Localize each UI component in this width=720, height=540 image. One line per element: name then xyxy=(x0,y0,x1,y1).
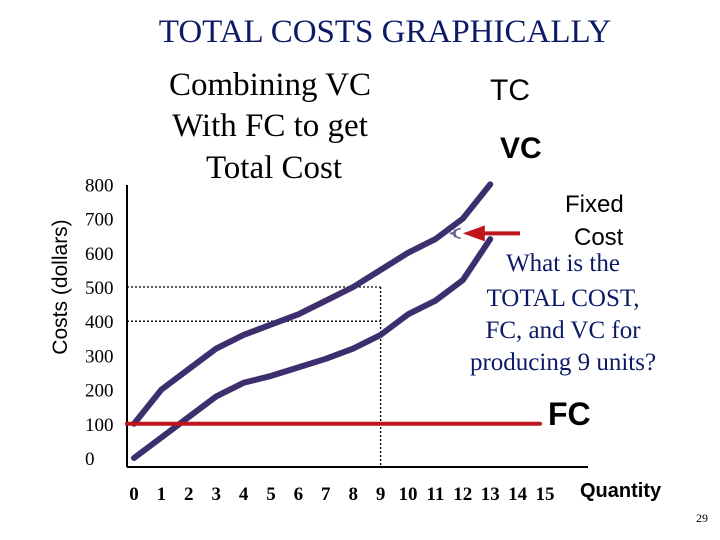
y-axis-label: Costs (dollars) xyxy=(49,219,72,354)
series-lines xyxy=(125,181,542,461)
question-line-2: TOTAL COST, xyxy=(486,285,639,312)
x-tick-label: 5 xyxy=(266,484,276,505)
subtitle: Combining VC With FC to get Total Cost xyxy=(169,67,371,186)
x-tick-label: 6 xyxy=(294,484,304,505)
fixed-cost-annotation: Fixed Cost xyxy=(449,191,624,251)
series-line-tc xyxy=(131,181,494,427)
x-tick-label: 2 xyxy=(184,484,194,505)
fixed-cost-label-line-1: Fixed xyxy=(565,191,624,218)
x-tick-label: 10 xyxy=(399,484,418,505)
question-line-4: producing 9 units? xyxy=(470,349,656,376)
series-label-fc: FC xyxy=(548,396,591,432)
fixed-cost-arrowhead xyxy=(462,225,485,242)
fixed-cost-label-line-2: Cost xyxy=(574,224,624,251)
x-tick-label: 9 xyxy=(376,484,386,505)
x-tick-label: 11 xyxy=(426,484,444,505)
chart-title: TOTAL COSTS GRAPHICALLY xyxy=(159,14,611,50)
guide-lines xyxy=(127,286,382,467)
x-tick-label: 14 xyxy=(508,484,528,505)
series-label-tc: TC xyxy=(490,74,530,107)
x-tick-label: 13 xyxy=(481,484,500,505)
y-tick-labels: 0 100 200 300 400 500 600 700 800 xyxy=(85,175,114,470)
y-tick-label: 600 xyxy=(85,244,114,265)
y-tick-label: 700 xyxy=(85,210,114,231)
y-tick-label: 300 xyxy=(85,346,114,367)
subtitle-line-2: With FC to get xyxy=(172,108,368,144)
x-tick-label: 0 xyxy=(129,484,139,505)
x-tick-labels: 0 1 2 3 4 5 6 7 8 9 10 11 12 13 14 15 xyxy=(129,484,554,505)
y-tick-label: 800 xyxy=(85,175,114,196)
y-tick-label: 500 xyxy=(85,278,114,299)
question-line-3: FC, and VC for xyxy=(485,317,641,344)
subtitle-line-1: Combining VC xyxy=(169,67,371,103)
page-number: 29 xyxy=(696,511,708,525)
x-tick-label: 7 xyxy=(321,484,331,505)
x-axis-label: Quantity xyxy=(580,480,662,502)
x-tick-label: 15 xyxy=(536,484,555,505)
x-tick-label: 8 xyxy=(348,484,358,505)
fixed-cost-brace xyxy=(449,227,461,239)
x-tick-label: 12 xyxy=(453,484,472,505)
series-line-vc xyxy=(131,236,494,461)
x-tick-label: 4 xyxy=(239,484,249,505)
question-line-1: What is the xyxy=(506,250,620,277)
y-tick-label: 100 xyxy=(85,415,114,436)
x-tick-label: 3 xyxy=(211,484,221,505)
y-tick-label: 200 xyxy=(85,381,114,402)
series-label-vc: VC xyxy=(500,132,542,165)
y-tick-label: 400 xyxy=(85,312,114,333)
question: What is the TOTAL COST, FC, and VC for p… xyxy=(470,250,656,376)
subtitle-line-3: Total Cost xyxy=(206,150,342,186)
x-tick-label: 1 xyxy=(157,484,167,505)
y-tick-label: 0 xyxy=(85,449,95,470)
